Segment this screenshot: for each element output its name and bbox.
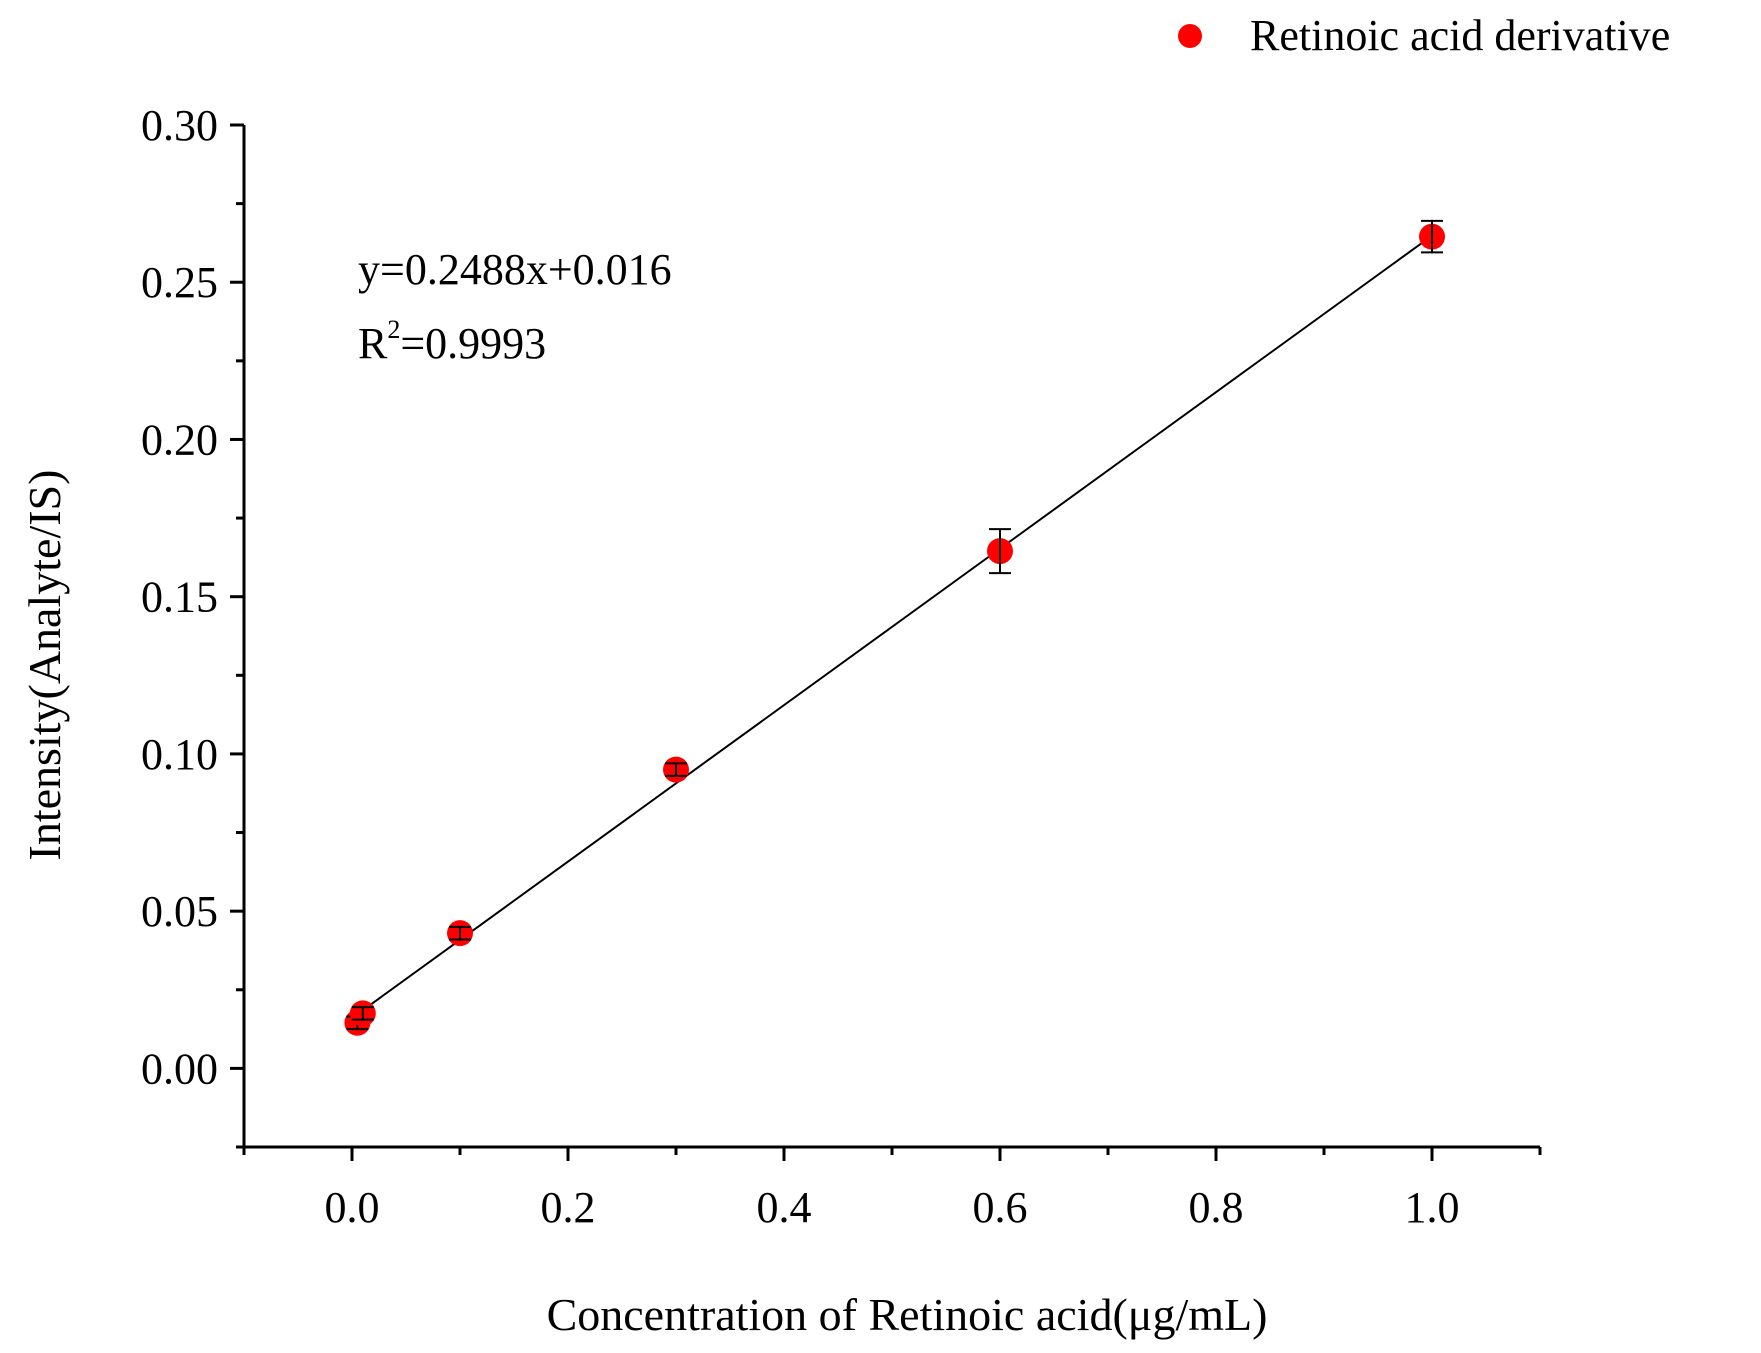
y-tick-label: 0.15 [141,573,218,622]
x-tick-label: 0.0 [325,1183,380,1232]
y-tick-label: 0.05 [141,887,218,936]
y-tick-label: 0.25 [141,258,218,307]
x-tick-label: 0.2 [541,1183,596,1232]
y-tick-label: 0.00 [141,1044,218,1093]
legend-label: Retinoic acid derivative [1250,11,1670,60]
x-axis-title: Concentration of Retinoic acid(μg/mL) [547,1289,1268,1340]
fit-annotation: y=0.2488x+0.016 R2=0.9993 [358,245,672,368]
x-tick-label: 0.6 [973,1183,1028,1232]
r-squared-sup: 2 [387,315,400,344]
data-points [344,219,1445,1036]
fit-equation: y=0.2488x+0.016 [358,245,672,294]
y-tick-label: 0.20 [141,415,218,464]
x-ticks: 0.0 0.2 0.4 0.6 0.8 1.0 [242,1147,1542,1232]
x-tick-label: 0.8 [1189,1183,1244,1232]
y-tick-label: 0.10 [141,730,218,779]
legend-marker [1178,24,1202,48]
axes: 0.000.050.100.150.200.250.30 0.0 0.2 0.4 0.… [141,101,1542,1232]
r-squared: R2=0.9993 [358,315,546,368]
r-squared-base: R [358,319,388,368]
fit-line-layer [356,234,1433,1015]
y-axis-title: Intensity(Analyte/IS) [19,470,70,861]
y-ticks: 0.00 0.05 0.10 0.15 0.20 0.25 0.30 [141,101,244,1149]
fit-line [356,234,1433,1015]
y-tick-label: 0.30 [141,101,218,150]
legend: Retinoic acid derivative [1178,11,1670,60]
r-squared-value: =0.9993 [400,319,546,368]
x-tick-label: 0.4 [757,1183,812,1232]
x-tick-label: 1.0 [1405,1183,1460,1232]
